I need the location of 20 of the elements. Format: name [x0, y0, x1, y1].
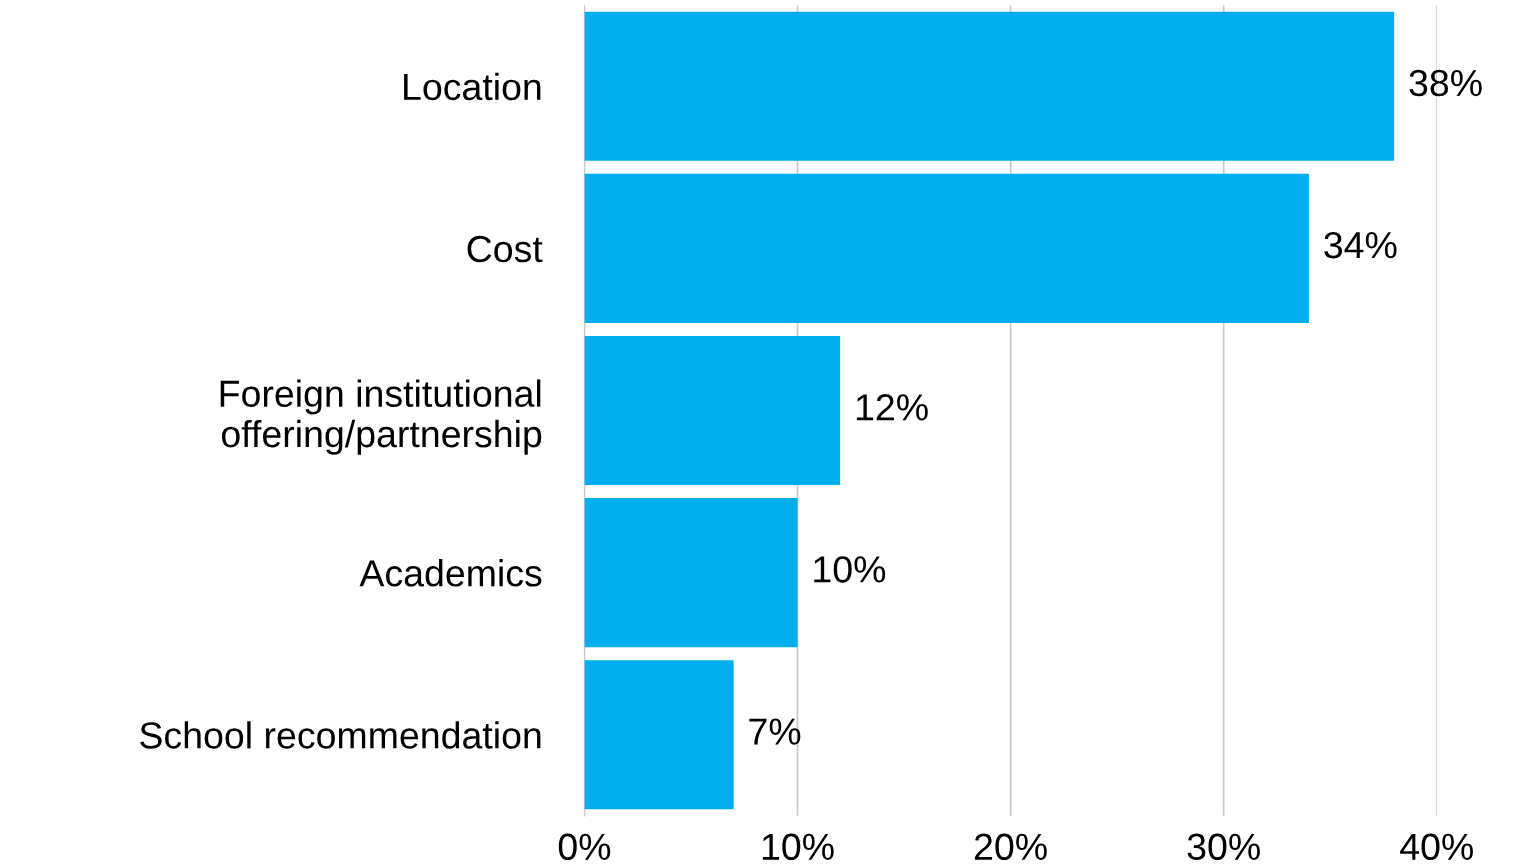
- data-label: 12%: [856, 394, 928, 421]
- data-label: 34%: [1324, 231, 1397, 259]
- y-tick-label: School recommendation: [140, 721, 541, 749]
- x-tick-label: 20%: [974, 833, 1047, 861]
- bar: [584, 335, 841, 486]
- data-label: 10%: [814, 556, 886, 583]
- y-tick-label: Cost: [467, 235, 543, 263]
- x-tick-label: 0%: [558, 833, 611, 861]
- y-tick-label: Academics: [359, 559, 542, 587]
- bar: [584, 11, 1395, 161]
- y-tick-label: Foreign institutional offering/partnership: [220, 379, 542, 455]
- x-tick-label: 10%: [762, 833, 834, 861]
- data-label: 7%: [749, 718, 801, 745]
- x-tick-label: 40%: [1400, 833, 1473, 861]
- y-tick-label: Location: [404, 72, 541, 101]
- bar: [584, 498, 798, 648]
- x-tick-label: 30%: [1187, 833, 1260, 861]
- data-label: 38%: [1409, 69, 1482, 97]
- bar: [584, 660, 734, 810]
- bar: [584, 173, 1309, 323]
